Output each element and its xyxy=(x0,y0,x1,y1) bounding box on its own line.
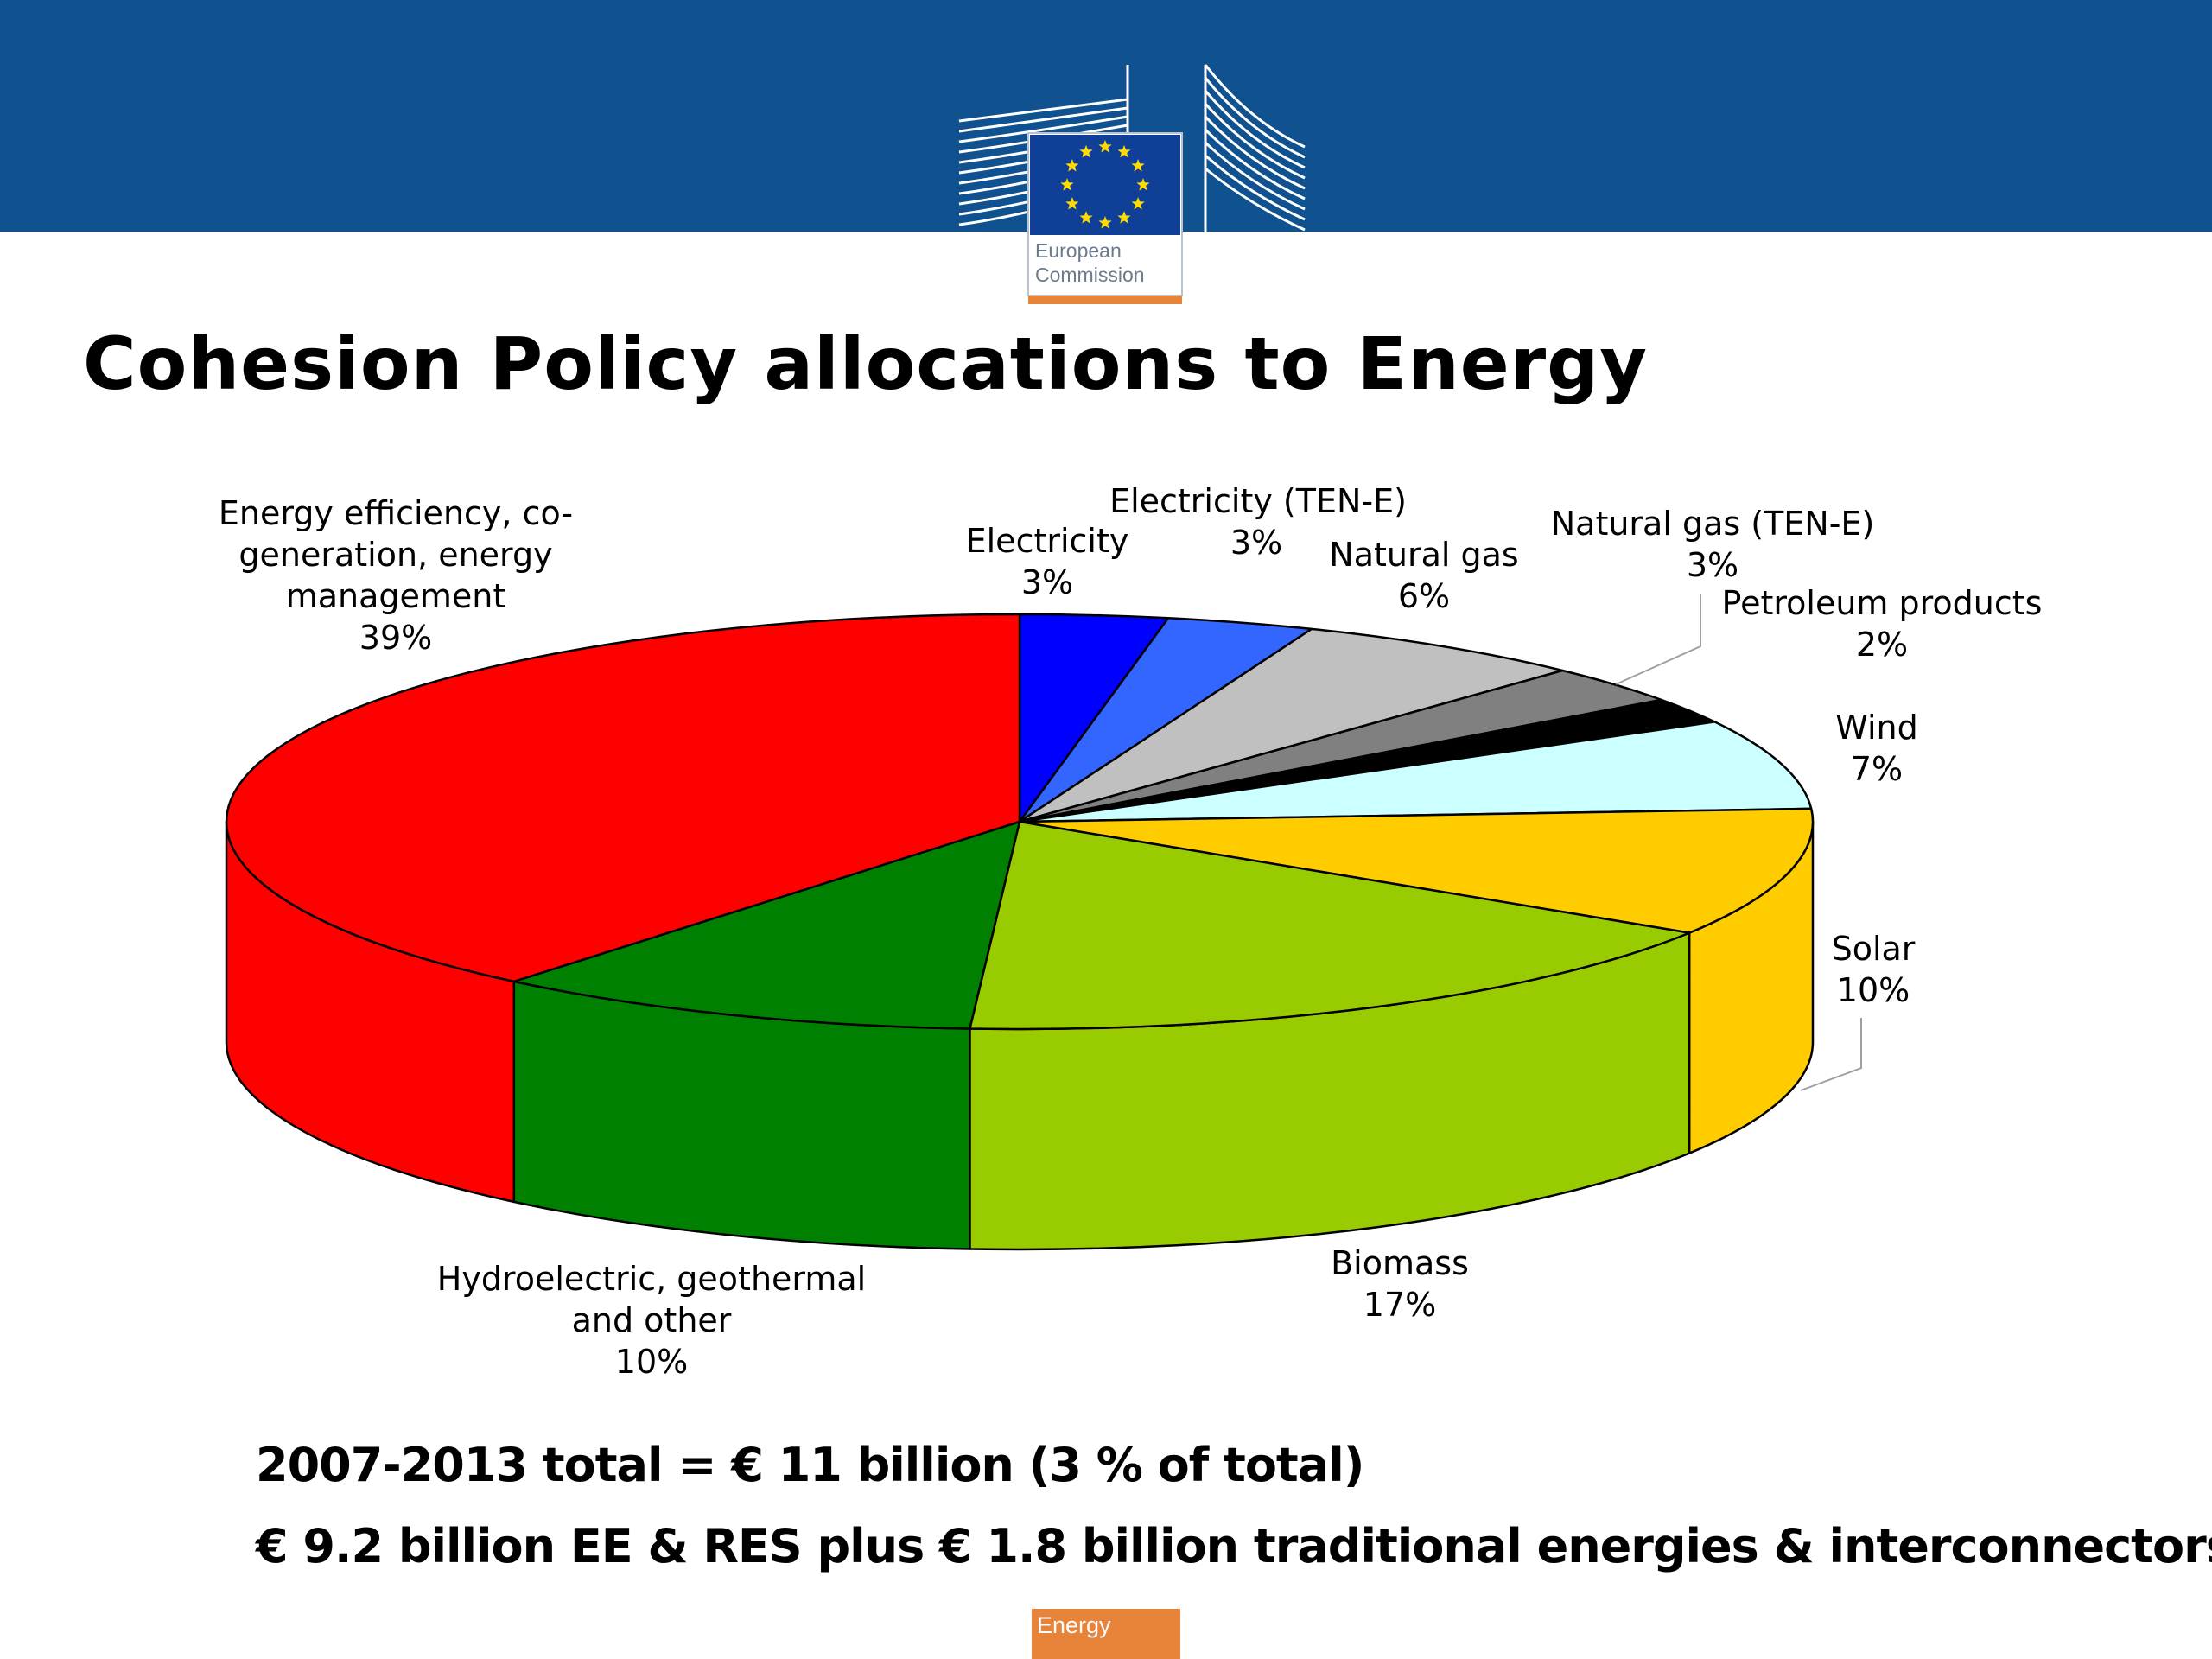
label-electricity-pct: 3% xyxy=(1020,563,1074,601)
label-natural-gas-name: Natural gas xyxy=(1329,536,1519,574)
pie-top xyxy=(225,613,1815,1031)
label-hydro-pct: 10% xyxy=(614,1343,689,1381)
label-natural-gas-pct: 6% xyxy=(1397,577,1451,615)
logo-line-2: Commission xyxy=(1035,264,1145,286)
eu-star xyxy=(1131,197,1145,210)
eu-star xyxy=(1136,178,1150,191)
label-hydro-line-2: and other xyxy=(571,1301,732,1339)
label-energy-efficiency-pct: 39% xyxy=(359,619,433,657)
building-lines-right xyxy=(1204,64,1306,233)
label-electricity-ten-e-pct: 3% xyxy=(1230,524,1283,562)
label-petroleum: Petroleum products 2% xyxy=(1722,582,2043,665)
label-energy-efficiency-line-3: management xyxy=(285,577,506,615)
footer-total-line: 2007-2013 total = € 11 billion (3 % of t… xyxy=(256,1438,1364,1492)
eu-star xyxy=(1065,197,1079,210)
page-title: Cohesion Policy allocations to Energy xyxy=(83,321,1649,406)
footer-tab-energy: Energy xyxy=(1032,1609,1180,1659)
leader-line-solar xyxy=(1800,1018,1862,1091)
pie-slice-solar xyxy=(1018,807,1815,934)
label-electricity-name: Electricity xyxy=(965,522,1129,560)
logo-line-1: European xyxy=(1035,239,1122,262)
label-electricity-ten-e-name: Electricity (TEN-E) xyxy=(1109,482,1407,520)
footer-breakdown-line: € 9.2 billion EE & RES plus € 1.8 billio… xyxy=(256,1519,2212,1573)
label-petroleum-name: Petroleum products xyxy=(1721,584,2043,622)
eu-star xyxy=(1098,216,1112,229)
logo-text: European Commission xyxy=(1035,238,1145,287)
label-biomass-pct: 17% xyxy=(1363,1286,1437,1324)
label-wind: Wind 7% xyxy=(1835,707,1918,790)
pie-slice-hydroelectric-geothermal-and-other xyxy=(512,820,1021,1030)
pie-slice-natural-gas xyxy=(1018,627,1564,823)
label-natural-gas-ten-e: Natural gas (TEN-E) 3% xyxy=(1551,503,1875,586)
eu-star xyxy=(1079,144,1093,158)
eu-star xyxy=(1117,144,1131,158)
label-natural-gas-ten-e-name: Natural gas (TEN-E) xyxy=(1550,505,1875,543)
logo-underline xyxy=(1028,296,1182,304)
label-energy-efficiency-line-1: Energy efficiency, co- xyxy=(218,494,574,532)
eu-star xyxy=(1117,211,1131,224)
label-energy-efficiency-line-2: generation, energy xyxy=(238,536,553,574)
pie-slice-energy-efficiency-co-generation-energy-management xyxy=(225,613,1021,983)
pie-slice-biomass xyxy=(969,820,1691,1031)
label-natural-gas-ten-e-pct: 3% xyxy=(1686,546,1739,584)
label-electricity: Electricity 3% xyxy=(966,520,1129,603)
pie-sides xyxy=(225,820,1815,1251)
eu-star xyxy=(1079,211,1093,224)
label-solar-pct: 10% xyxy=(1836,971,1910,1009)
eu-stars xyxy=(1060,140,1150,229)
european-commission-logo xyxy=(958,64,1306,304)
eu-star xyxy=(1060,178,1074,191)
label-hydro: Hydroelectric, geothermal and other 10% xyxy=(437,1258,867,1382)
eu-star xyxy=(1098,140,1112,153)
label-biomass: Biomass 17% xyxy=(1331,1243,1469,1325)
eu-star xyxy=(1065,159,1079,172)
label-wind-name: Wind xyxy=(1835,709,1918,747)
label-hydro-line-1: Hydroelectric, geothermal xyxy=(436,1260,867,1298)
label-petroleum-pct: 2% xyxy=(1855,626,1909,664)
leader-line-petroleum xyxy=(1615,594,1701,685)
label-wind-pct: 7% xyxy=(1850,750,1904,788)
eu-star xyxy=(1131,159,1145,172)
leader-lines xyxy=(1615,594,1862,1091)
label-energy-efficiency: Energy efficiency, co- generation, energ… xyxy=(219,493,573,658)
label-natural-gas: Natural gas 6% xyxy=(1329,534,1518,617)
pie-slice-wind xyxy=(1018,721,1813,823)
label-solar: Solar 10% xyxy=(1832,928,1916,1011)
label-solar-name: Solar xyxy=(1831,930,1916,968)
label-biomass-name: Biomass xyxy=(1331,1244,1469,1282)
